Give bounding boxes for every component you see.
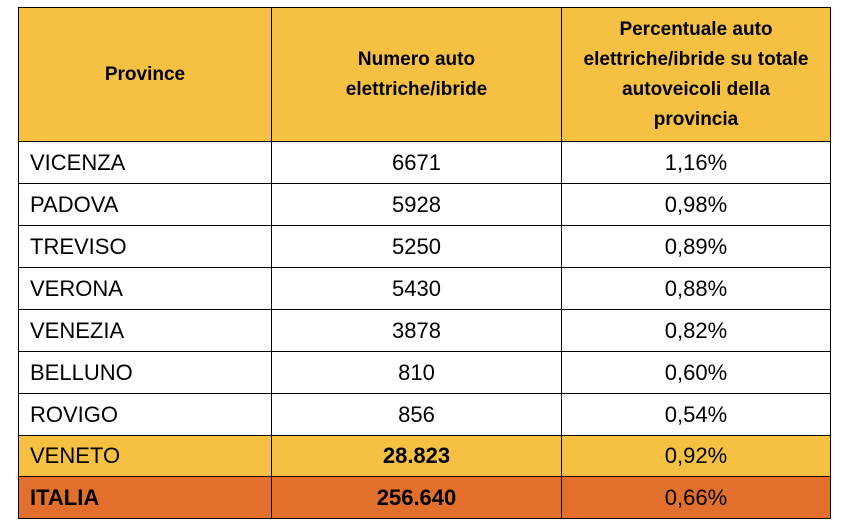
percent-cell: 0,98% [561, 183, 831, 226]
table-row: BELLUNO 810 0,60% [18, 351, 831, 394]
count-cell: 3878 [271, 309, 562, 352]
region-total-row: VENETO 28.823 0,92% [18, 435, 831, 477]
count-cell: 5430 [271, 267, 562, 310]
table-row: VERONA 5430 0,88% [18, 267, 831, 310]
national-count-cell: 256.640 [271, 476, 562, 519]
table-row: VENEZIA 3878 0,82% [18, 309, 831, 352]
percent-cell: 0,89% [561, 225, 831, 268]
count-cell: 5928 [271, 183, 562, 226]
province-cell: ROVIGO [18, 393, 272, 436]
percent-cell: 1,16% [561, 141, 831, 184]
count-cell: 5250 [271, 225, 562, 268]
ev-by-province-table: Province Numero auto elettriche/ibride P… [18, 7, 831, 519]
header-ev-count: Numero auto elettriche/ibride [271, 7, 562, 142]
table-body: VICENZA 6671 1,16% PADOVA 5928 0,98% TRE… [18, 141, 831, 519]
province-cell: BELLUNO [18, 351, 272, 394]
header-ev-percentage: Percentuale auto elettriche/ibride su to… [561, 7, 831, 142]
province-cell: TREVISO [18, 225, 272, 268]
region-count-cell: 28.823 [271, 435, 562, 477]
table-row: PADOVA 5928 0,98% [18, 183, 831, 226]
national-name-cell: ITALIA [18, 476, 272, 519]
province-cell: VENEZIA [18, 309, 272, 352]
percent-cell: 0,88% [561, 267, 831, 310]
header-province: Province [18, 7, 272, 142]
percent-cell: 0,82% [561, 309, 831, 352]
region-percent-cell: 0,92% [561, 435, 831, 477]
count-cell: 810 [271, 351, 562, 394]
table-header: Province Numero auto elettriche/ibride P… [18, 7, 831, 142]
province-cell: VERONA [18, 267, 272, 310]
table-row: ROVIGO 856 0,54% [18, 393, 831, 436]
percent-cell: 0,60% [561, 351, 831, 394]
count-cell: 856 [271, 393, 562, 436]
province-cell: PADOVA [18, 183, 272, 226]
count-cell: 6671 [271, 141, 562, 184]
national-percent-cell: 0,66% [561, 476, 831, 519]
header-row: Province Numero auto elettriche/ibride P… [18, 7, 831, 142]
table-row: TREVISO 5250 0,89% [18, 225, 831, 268]
region-name-cell: VENETO [18, 435, 272, 477]
percent-cell: 0,54% [561, 393, 831, 436]
table-row: VICENZA 6671 1,16% [18, 141, 831, 184]
national-total-row: ITALIA 256.640 0,66% [18, 476, 831, 519]
province-cell: VICENZA [18, 141, 272, 184]
